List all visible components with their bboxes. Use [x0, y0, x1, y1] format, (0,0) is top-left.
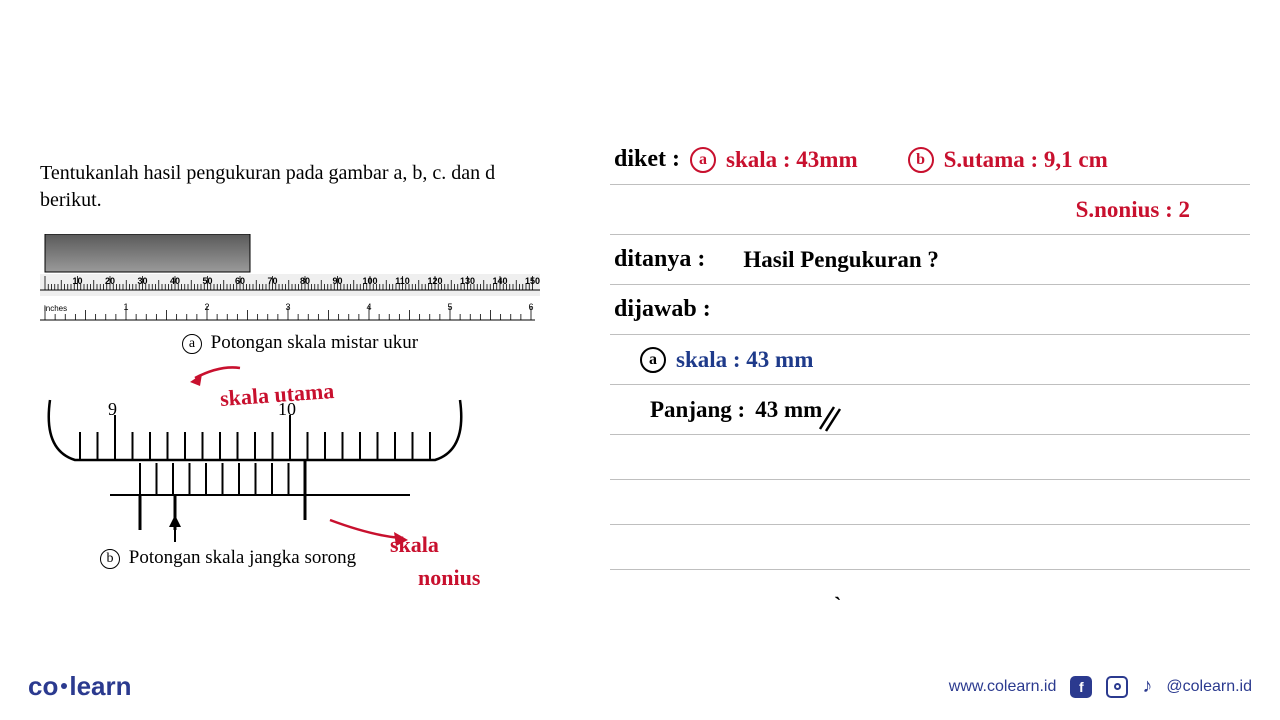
instagram-icon[interactable]: [1106, 676, 1128, 698]
note-nonius: S.nonius : 2: [1076, 197, 1190, 223]
notes-line-1: diket : a skala : 43mm b S.utama : 9,1 c…: [610, 135, 1250, 185]
notes-line-5: a skala : 43 mm: [610, 335, 1250, 385]
notes-line-8: [610, 480, 1250, 525]
note-a-text: skala : 43mm: [726, 147, 858, 173]
footer: colearn www.colearn.id f ♪ @colearn.id: [0, 671, 1280, 702]
caption-a: a Potongan skala mistar ukur: [40, 332, 560, 354]
ruler-figure-a: 102030405060708090100110120130140150 inc…: [40, 234, 540, 324]
panjang-value: 43 mm: [755, 397, 822, 423]
caption-b-text: Potongan skala jangka sorong: [129, 547, 356, 568]
caption-b-letter: b: [100, 549, 120, 569]
answer-a-marker: a: [640, 347, 666, 373]
footer-url[interactable]: www.colearn.id: [949, 678, 1057, 696]
svg-text:9: 9: [108, 399, 117, 419]
svg-text:140: 140: [492, 276, 507, 286]
brand-logo: colearn: [28, 671, 132, 702]
diket-label: diket :: [614, 146, 680, 173]
svg-text:150: 150: [525, 276, 540, 286]
notes-line-9: [610, 525, 1250, 570]
left-panel: Tentukanlah hasil pengukuran pada gambar…: [40, 160, 560, 569]
answer-a-text: skala : 43 mm: [676, 347, 813, 373]
logo-co: co: [28, 671, 58, 701]
footer-right: www.colearn.id f ♪ @colearn.id: [949, 675, 1252, 698]
ditanya-label: ditanya :: [614, 246, 705, 273]
annotation-nonius: nonius: [418, 565, 480, 591]
notes-line-4: dijawab :: [610, 285, 1250, 335]
svg-text:100: 100: [362, 276, 377, 286]
svg-text:120: 120: [427, 276, 442, 286]
facebook-icon[interactable]: f: [1070, 676, 1092, 698]
problem-text: Tentukanlah hasil pengukuran pada gambar…: [40, 160, 560, 214]
svg-text:110: 110: [395, 276, 410, 286]
logo-dot-icon: [61, 683, 67, 689]
note-b-text: S.utama : 9,1 cm: [944, 147, 1108, 173]
right-panel: diket : a skala : 43mm b S.utama : 9,1 c…: [610, 135, 1250, 626]
notes-line-2: S.nonius : 2: [610, 185, 1250, 235]
caption-a-text: Potongan skala mistar ukur: [211, 332, 418, 353]
svg-text:130: 130: [460, 276, 475, 286]
note-b-marker: b: [908, 147, 934, 173]
notes-line-7: [610, 435, 1250, 480]
inches-label: inches: [44, 304, 67, 313]
svg-text:5: 5: [447, 302, 452, 312]
svg-text:6: 6: [528, 302, 533, 312]
logo-learn: learn: [69, 671, 131, 701]
svg-text:2: 2: [204, 302, 209, 312]
panjang-label: Panjang :: [650, 397, 745, 423]
tiktok-icon[interactable]: ♪: [1142, 675, 1152, 698]
svg-text:1: 1: [123, 302, 128, 312]
svg-text:4: 4: [366, 302, 371, 312]
notes-line-3: ditanya : Hasil Pengukuran ?: [610, 235, 1250, 285]
svg-text:3: 3: [285, 302, 290, 312]
notes-line-6: Panjang : 43 mm: [610, 385, 1250, 435]
dijawab-label: dijawab :: [614, 296, 711, 323]
footer-handle[interactable]: @colearn.id: [1166, 678, 1252, 696]
notes-line-10: `: [610, 570, 1250, 626]
note-a-marker: a: [690, 147, 716, 173]
ditanya-text: Hasil Pengukuran ?: [743, 247, 939, 273]
caption-b: b Potongan skala jangka sorong: [40, 547, 560, 569]
annotation-skala: skala: [390, 532, 439, 558]
caption-a-letter: a: [182, 334, 202, 354]
